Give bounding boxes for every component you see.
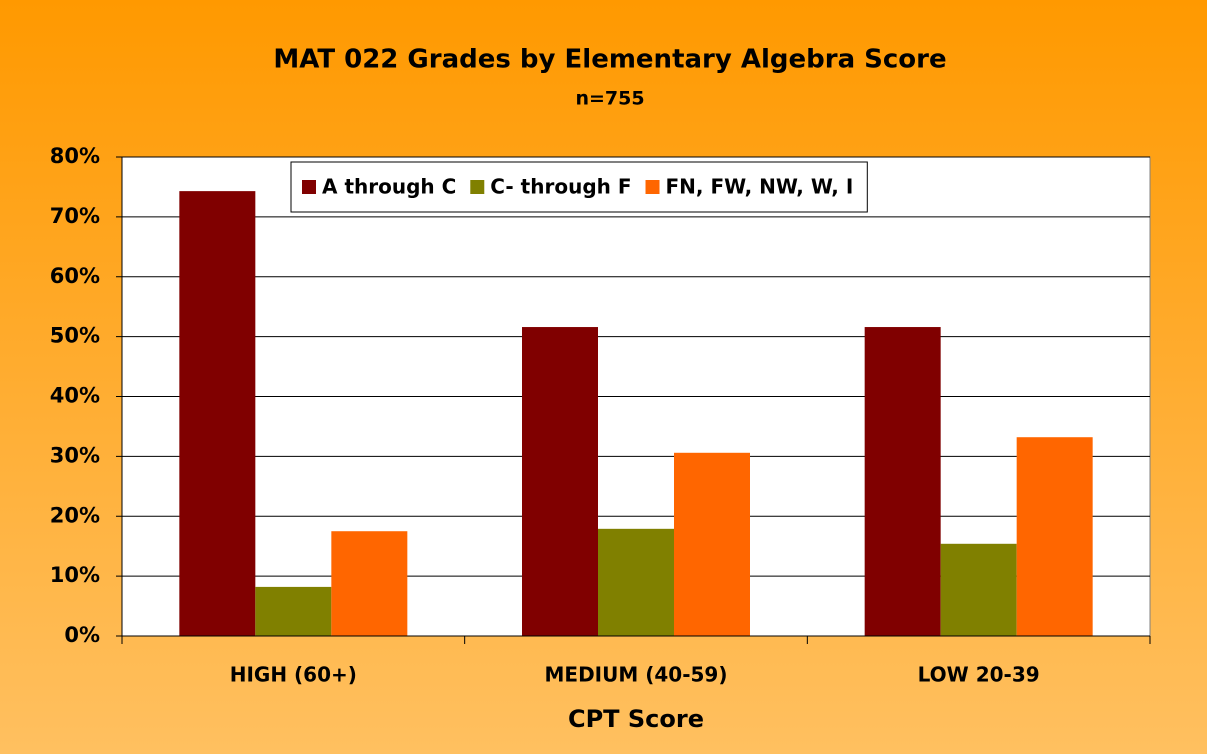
- y-tick-label: 0%: [64, 623, 100, 647]
- bar: [940, 543, 1017, 636]
- y-tick-label: 80%: [50, 144, 100, 168]
- chart-subtitle: n=755: [575, 88, 644, 110]
- legend-label: FN, FW, NW, W, I: [666, 175, 854, 199]
- bar: [864, 327, 941, 636]
- y-tick-label: 50%: [50, 324, 100, 348]
- y-tick-label: 20%: [50, 503, 100, 527]
- y-tick-label: 40%: [50, 384, 100, 408]
- bar: [179, 191, 256, 636]
- legend-swatch: [470, 180, 485, 194]
- legend-swatch: [302, 180, 316, 194]
- bar: [522, 327, 598, 636]
- x-axis-title: CPT Score: [568, 705, 704, 733]
- chart-title: MAT 022 Grades by Elementary Algebra Sco…: [273, 45, 946, 75]
- x-tick-label: HIGH (60+): [230, 663, 357, 687]
- bar: [598, 528, 674, 636]
- x-tick-label: MEDIUM (40-59): [545, 663, 728, 687]
- bar: [1016, 437, 1093, 636]
- x-tick-label: LOW 20-39: [918, 663, 1040, 687]
- bar: [331, 531, 408, 636]
- bar: [255, 586, 332, 636]
- legend-box: [290, 161, 868, 213]
- y-tick-label: 70%: [50, 204, 100, 228]
- bar: [674, 452, 750, 636]
- legend-label: C- through F: [490, 175, 631, 199]
- legend-label: A through C: [322, 175, 456, 199]
- legend-swatch: [645, 180, 660, 194]
- y-tick-label: 60%: [50, 264, 100, 288]
- y-tick-label: 10%: [50, 563, 100, 587]
- y-tick-label: 30%: [50, 443, 100, 467]
